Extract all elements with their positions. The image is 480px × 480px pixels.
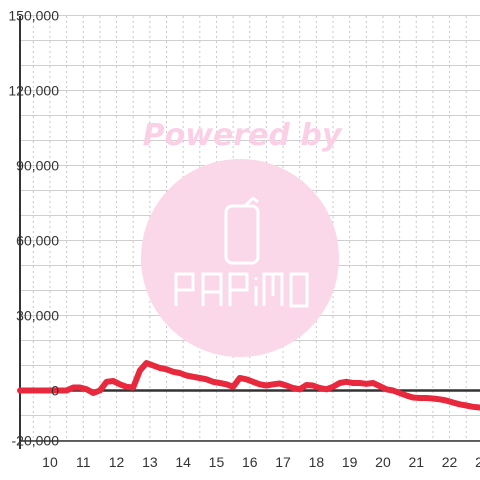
x-tick-label: 19: [342, 454, 358, 470]
x-tick-label: 23: [475, 454, 480, 470]
y-tick-label: 150,000: [8, 8, 59, 24]
x-tick-label: 21: [408, 454, 424, 470]
grid-lines: [20, 15, 480, 441]
tick-labels: -20,000 0 30,000 60,000 90,000 120,000 150,000…: [8, 8, 480, 471]
x-tick-label: 12: [109, 454, 125, 470]
y-tick-label: 60,000: [16, 233, 59, 249]
x-tick-label: 10: [42, 454, 58, 470]
y-tick-label: 0: [51, 383, 59, 399]
phone-icon: [224, 196, 260, 265]
papimo-logo-glyphs: [174, 272, 309, 308]
series-line: [17, 360, 480, 411]
y-tick-label: 30,000: [16, 308, 59, 324]
x-tick-label: 20: [375, 454, 391, 470]
x-tick-label: 13: [142, 454, 158, 470]
watermark: Powered by: [141, 118, 343, 357]
series-layer: [17, 360, 480, 411]
y-tick-label: 90,000: [16, 158, 59, 174]
x-tick-label: 18: [309, 454, 325, 470]
x-tick-label: 11: [76, 454, 91, 470]
y-tick-label: -20,000: [12, 433, 60, 449]
x-tick-label: 22: [442, 454, 458, 470]
y-tick-label: 120,000: [8, 83, 59, 99]
x-tick-label: 14: [175, 454, 191, 470]
x-tick-label: 16: [242, 454, 258, 470]
watermark-text: Powered by: [143, 118, 343, 153]
x-tick-label: 17: [275, 454, 291, 470]
watermark-circle: [141, 159, 339, 357]
x-tick-label: 15: [209, 454, 225, 470]
